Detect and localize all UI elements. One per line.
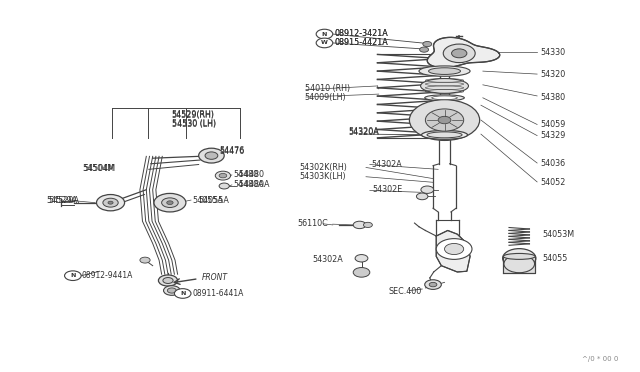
Circle shape [426, 109, 464, 131]
Circle shape [174, 289, 191, 298]
Circle shape [445, 243, 464, 254]
Circle shape [215, 171, 230, 180]
Polygon shape [428, 37, 500, 68]
Text: 54320A: 54320A [349, 128, 380, 137]
Text: 54010 (RH): 54010 (RH) [305, 84, 350, 93]
Circle shape [410, 100, 479, 140]
Text: 56110C: 56110C [297, 219, 328, 228]
Circle shape [353, 267, 370, 277]
Text: 54529A: 54529A [49, 196, 79, 205]
Text: 54329: 54329 [540, 131, 566, 141]
Circle shape [219, 183, 229, 189]
Text: 54302E: 54302E [372, 185, 403, 194]
Text: 54055A: 54055A [192, 196, 223, 205]
Circle shape [65, 271, 81, 280]
Circle shape [108, 201, 113, 204]
Ellipse shape [419, 66, 470, 76]
Circle shape [353, 221, 366, 229]
Text: N: N [70, 273, 76, 278]
Text: 08915-4421A: 08915-4421A [334, 38, 388, 47]
Text: 54480: 54480 [234, 170, 259, 179]
Text: 54302K(RH): 54302K(RH) [300, 163, 348, 172]
Ellipse shape [422, 131, 467, 139]
Text: 08912-9441A: 08912-9441A [82, 271, 133, 280]
Text: 54330: 54330 [540, 48, 566, 57]
Circle shape [219, 173, 227, 178]
Text: FRONT: FRONT [202, 273, 228, 282]
Ellipse shape [427, 132, 462, 138]
Text: 54303K(LH): 54303K(LH) [300, 172, 346, 181]
Circle shape [364, 222, 372, 228]
Circle shape [421, 186, 434, 193]
Circle shape [198, 148, 224, 163]
Circle shape [425, 280, 442, 289]
Text: 54476: 54476 [219, 147, 244, 156]
Circle shape [159, 275, 177, 286]
Circle shape [97, 195, 125, 211]
Ellipse shape [429, 68, 461, 74]
Text: 54059: 54059 [540, 121, 566, 129]
Text: 54009(LH): 54009(LH) [305, 93, 346, 102]
Polygon shape [436, 231, 470, 272]
Text: 54320A: 54320A [349, 126, 380, 136]
Text: 54055: 54055 [542, 254, 568, 263]
Text: 08911-6441A: 08911-6441A [192, 289, 244, 298]
Circle shape [316, 38, 333, 48]
Circle shape [417, 193, 428, 200]
Text: 08912-3421A: 08912-3421A [334, 29, 388, 38]
Text: 54504M: 54504M [84, 164, 116, 173]
Text: 54302A: 54302A [371, 160, 402, 169]
Text: 54529A: 54529A [47, 196, 77, 205]
Text: 54530 (LH): 54530 (LH) [172, 121, 216, 129]
Circle shape [502, 248, 536, 268]
Circle shape [423, 41, 432, 46]
Text: 54055A: 54055A [198, 196, 230, 205]
Text: SEC.400: SEC.400 [389, 287, 422, 296]
Text: 08915-4421A: 08915-4421A [334, 38, 388, 48]
Text: W: W [321, 41, 328, 45]
Circle shape [444, 44, 475, 62]
Text: 54480A: 54480A [234, 180, 264, 189]
Ellipse shape [425, 95, 465, 101]
Ellipse shape [432, 96, 458, 100]
Circle shape [140, 257, 150, 263]
Text: 54053M: 54053M [542, 230, 574, 239]
Circle shape [168, 288, 176, 293]
Circle shape [167, 201, 173, 205]
Text: 54504M: 54504M [83, 164, 115, 173]
Text: N: N [322, 32, 327, 36]
Circle shape [438, 116, 451, 124]
Ellipse shape [420, 78, 468, 93]
Text: N: N [180, 291, 186, 296]
Text: 54530 (LH): 54530 (LH) [172, 119, 216, 128]
Text: 54529(RH): 54529(RH) [172, 112, 215, 121]
Circle shape [316, 29, 333, 39]
Polygon shape [503, 256, 535, 273]
Circle shape [103, 198, 118, 207]
Text: 54052: 54052 [540, 178, 566, 187]
Text: 54476: 54476 [219, 146, 244, 155]
Circle shape [429, 282, 437, 287]
Circle shape [163, 278, 173, 283]
Circle shape [205, 152, 218, 159]
Ellipse shape [503, 253, 535, 259]
Circle shape [355, 254, 368, 262]
Text: 54529(RH): 54529(RH) [172, 110, 215, 119]
Circle shape [452, 49, 467, 58]
Text: -54480: -54480 [237, 170, 265, 179]
Circle shape [162, 198, 178, 208]
Text: ^/0 * 00 0: ^/0 * 00 0 [582, 356, 619, 362]
Text: 54036: 54036 [540, 159, 566, 168]
Text: -54480A: -54480A [237, 180, 271, 189]
Text: 54302A: 54302A [312, 254, 343, 263]
Circle shape [154, 193, 186, 212]
Text: 54320: 54320 [540, 70, 566, 79]
Text: 08912-3421A: 08912-3421A [334, 29, 388, 38]
Circle shape [436, 238, 472, 259]
Circle shape [420, 47, 429, 52]
Circle shape [504, 255, 534, 273]
Ellipse shape [429, 103, 461, 108]
Text: 54380: 54380 [540, 93, 566, 102]
Circle shape [164, 286, 180, 295]
